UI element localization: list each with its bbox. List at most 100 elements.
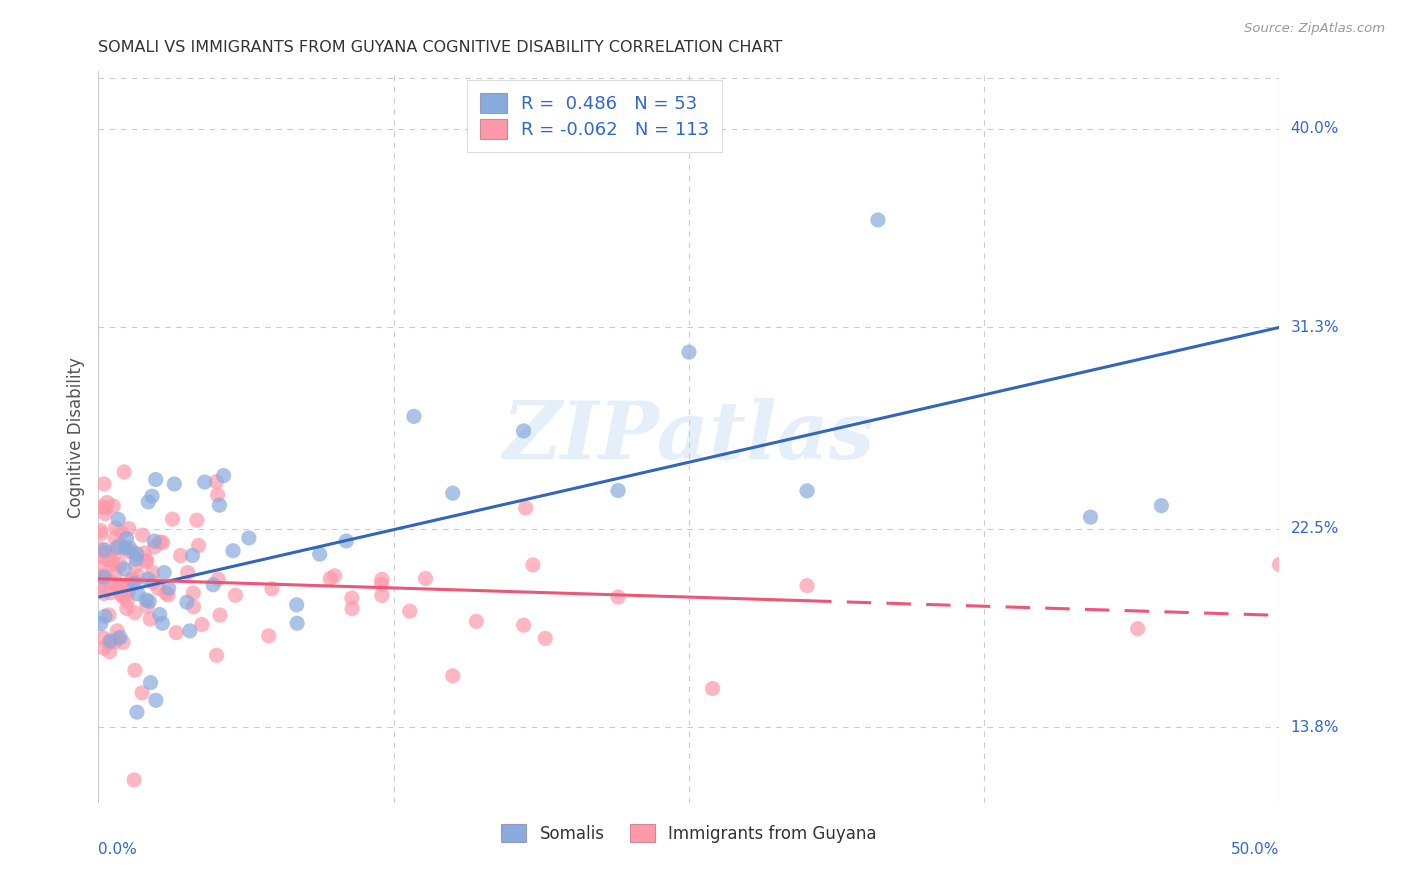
Point [122,574,145,589]
Point [224,588,246,602]
Point [96,495,118,509]
Point [105,541,128,555]
Point [117,585,139,599]
Point [1268,558,1291,572]
Point [114,589,136,603]
Point [125,552,148,566]
Point [90,580,112,594]
Point [169,549,191,563]
Point [145,473,167,487]
Point [145,693,167,707]
Point [257,629,280,643]
Point [108,558,131,572]
Point [141,489,163,503]
Point [371,572,394,586]
Point [121,573,143,587]
Point [104,531,127,545]
Point [115,579,138,593]
Point [125,558,148,573]
Point [205,475,228,489]
Point [512,618,534,632]
Point [114,541,136,555]
Text: 13.8%: 13.8% [1291,720,1339,735]
Point [150,616,173,631]
Point [115,601,138,615]
Point [93,586,115,600]
Point [91,631,114,645]
Point [90,526,112,541]
Point [157,581,180,595]
Point [131,686,153,700]
Point [93,477,115,491]
Point [90,574,112,588]
Point [319,572,342,586]
Point [135,553,157,567]
Point [127,587,149,601]
Point [135,555,157,569]
Point [104,566,127,581]
Point [194,475,217,489]
Point [153,566,176,580]
Point [370,577,392,591]
Point [104,521,127,535]
Point [101,558,124,572]
Point [371,589,394,603]
Point [179,624,201,638]
Point [183,599,205,614]
Point [162,512,184,526]
Point [108,631,131,645]
Text: ZIPatlas: ZIPatlas [503,399,875,475]
Point [208,608,231,623]
Point [149,607,172,622]
Point [98,634,121,648]
Point [90,569,112,583]
Point [165,625,187,640]
Point [124,663,146,677]
Point [142,575,165,590]
Point [112,562,135,576]
Point [97,553,120,567]
Point [340,601,363,615]
Point [124,606,146,620]
Point [441,486,464,500]
Text: 50.0%: 50.0% [1232,842,1279,856]
Point [98,545,121,559]
Point [101,554,124,568]
Point [103,499,125,513]
Point [176,566,198,580]
Point [207,572,229,586]
Point [139,675,162,690]
Point [111,526,134,541]
Point [127,569,149,583]
Point [136,572,159,586]
Text: 31.3%: 31.3% [1291,320,1339,334]
Point [136,495,159,509]
Point [105,624,128,638]
Point [308,547,330,561]
Point [222,543,245,558]
Point [796,483,818,498]
Point [98,607,121,622]
Point [104,635,127,649]
Point [117,594,139,608]
Point [285,598,308,612]
Point [515,501,537,516]
Point [94,569,117,583]
Point [120,572,142,586]
Point [125,705,148,719]
Point [124,576,146,591]
Point [104,578,127,592]
Point [163,477,186,491]
Point [108,538,131,552]
Point [90,560,112,574]
Point [94,609,117,624]
Point [212,468,235,483]
Text: Source: ZipAtlas.com: Source: ZipAtlas.com [1244,22,1385,36]
Point [115,532,138,546]
Point [340,591,363,605]
Point [94,500,117,515]
Point [97,636,120,650]
Point [207,488,229,502]
Point [121,544,143,558]
Point [98,574,121,589]
